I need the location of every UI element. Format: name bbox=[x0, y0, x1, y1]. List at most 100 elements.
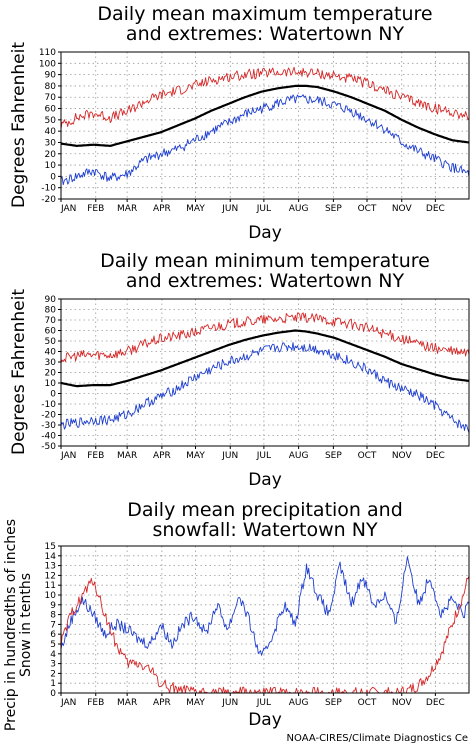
chart-2-x-tick-label: NOV bbox=[392, 451, 413, 461]
chart-1-y-tick-label: 50 bbox=[45, 116, 57, 126]
chart-1-series-lower bbox=[60, 94, 470, 186]
chart-2-y-tick-label: -50 bbox=[41, 442, 56, 452]
chart-1-y-tick-label: 30 bbox=[45, 138, 57, 148]
chart-3-y-tick-label: 9 bbox=[50, 601, 56, 611]
chart-3-y-axis-label-1: Precip in hundredths of inches bbox=[3, 519, 19, 731]
chart-2-x-tick-label: SEP bbox=[325, 451, 342, 461]
chart-1-x-tick-label: OCT bbox=[358, 204, 377, 214]
chart-3-x-tick-label: APR bbox=[153, 698, 171, 708]
chart-3-x-tick-label: AUG bbox=[289, 698, 309, 708]
chart-3-plot-area bbox=[61, 546, 469, 693]
chart-2-x-tick-label: MAR bbox=[117, 451, 137, 461]
credit-text: NOAA-CIRES/Climate Diagnostics Ce bbox=[287, 733, 468, 744]
chart-3-y-tick-label: 3 bbox=[50, 660, 56, 670]
chart-3-x-tick-label: OCT bbox=[358, 698, 377, 708]
chart-1-y-tick-label: 100 bbox=[39, 59, 56, 69]
chart-2-x-axis-label: Day bbox=[248, 470, 282, 490]
chart-2-y-tick-label: 10 bbox=[45, 379, 57, 389]
chart-3-series-precip bbox=[60, 556, 470, 656]
chart-1-x-tick-label: FEB bbox=[87, 204, 104, 214]
chart-1-x-tick-label: JUN bbox=[221, 204, 238, 214]
chart-3-y-tick-label: 8 bbox=[50, 611, 56, 621]
chart-1-title-line-2: and extremes: Watertown NY bbox=[126, 23, 405, 45]
chart-3-y-tick-label: 7 bbox=[50, 620, 56, 630]
chart-1-x-tick-label: JUL bbox=[256, 204, 271, 214]
chart-1-y-tick-label: 70 bbox=[45, 93, 57, 103]
chart-2-y-tick-label: 70 bbox=[45, 316, 57, 326]
chart-2-y-tick-label: 50 bbox=[45, 337, 57, 347]
chart-3-y-tick-label: 10 bbox=[45, 591, 57, 601]
chart-1-y-axis-label-1: Degrees Fahrenheit bbox=[9, 42, 29, 208]
chart-2-y-tick-label: 60 bbox=[45, 327, 57, 337]
chart-3-x-tick-label: JUL bbox=[256, 698, 271, 708]
chart-2-y-tick-label: -40 bbox=[41, 432, 56, 442]
chart-2-x-tick-label: AUG bbox=[289, 451, 309, 461]
chart-1-x-tick-label: AUG bbox=[289, 204, 309, 214]
chart-3-y-tick-label: 4 bbox=[50, 650, 56, 660]
chart-2-x-tick-label: JUL bbox=[256, 451, 271, 461]
chart-3-y-tick-label: 6 bbox=[50, 630, 56, 640]
chart-3-y-tick-label: 14 bbox=[45, 552, 57, 562]
chart-1-x-tick-label: MAR bbox=[117, 204, 137, 214]
chart-2-title-line-2: and extremes: Watertown NY bbox=[126, 270, 405, 292]
chart-3-y-tick-label: 15 bbox=[45, 542, 56, 552]
chart-1-y-tick-label: -10 bbox=[41, 184, 56, 194]
chart-2-frame bbox=[60, 298, 470, 447]
chart-3-x-tick-label: DEC bbox=[426, 698, 445, 708]
chart-2-x-tick-label: MAY bbox=[186, 451, 205, 461]
chart-1-y-tick-label: 80 bbox=[45, 82, 57, 92]
chart-3-y-axis-label-2: Snow in tenths bbox=[18, 573, 34, 677]
chart-3-x-tick-label: NOV bbox=[392, 698, 413, 708]
chart-3-x-tick-label: JAN bbox=[60, 698, 76, 708]
chart-3-title-line-1: Daily mean precipitation and bbox=[127, 499, 403, 521]
chart-2-y-axis-label-1: Degrees Fahrenheit bbox=[9, 289, 29, 455]
chart-1-y-tick-label: 110 bbox=[39, 48, 56, 58]
chart-2-series-upper bbox=[60, 312, 470, 363]
chart-2-x-tick-label: FEB bbox=[87, 451, 104, 461]
chart-2-x-tick-label: APR bbox=[153, 451, 171, 461]
chart-3-y-tick-label: 0 bbox=[50, 689, 56, 699]
chart-1-y-tick-label: 10 bbox=[45, 161, 57, 171]
chart-3-x-tick-label: SEP bbox=[325, 698, 342, 708]
chart-1-x-tick-label: MAY bbox=[186, 204, 205, 214]
chart-1-frame bbox=[60, 51, 470, 200]
chart-1-y-tick-label: 0 bbox=[50, 172, 56, 182]
chart-2-series-lower bbox=[60, 342, 470, 433]
chart-1-y-tick-label: 20 bbox=[45, 150, 57, 160]
chart-2-y-tick-label: 30 bbox=[45, 358, 57, 368]
chart-2-x-tick-label: JAN bbox=[60, 451, 76, 461]
chart-2-y-tick-label: 0 bbox=[50, 390, 56, 400]
chart-1-series-upper bbox=[60, 66, 470, 129]
chart-1-x-tick-label: NOV bbox=[392, 204, 413, 214]
chart-3-y-tick-label: 12 bbox=[45, 571, 56, 581]
chart-3-y-tick-label: 13 bbox=[45, 562, 56, 572]
chart-1-x-tick-label: APR bbox=[153, 204, 171, 214]
chart-2-title-line-1: Daily mean minimum temperature bbox=[100, 250, 430, 272]
chart-3-x-tick-label: JUN bbox=[221, 698, 238, 708]
chart-3-x-tick-label: FEB bbox=[87, 698, 104, 708]
chart-3-y-tick-label: 1 bbox=[50, 679, 56, 689]
chart-1-x-tick-label: SEP bbox=[325, 204, 342, 214]
chart-1-y-tick-label: 60 bbox=[45, 105, 57, 115]
chart-3-frame bbox=[60, 545, 470, 694]
chart-1-y-tick-label: 40 bbox=[45, 127, 57, 137]
chart-2-y-tick-label: 20 bbox=[45, 369, 57, 379]
chart-2-y-tick-label: -20 bbox=[41, 411, 56, 421]
chart-2-x-tick-label: DEC bbox=[426, 451, 445, 461]
chart-1-title-line-1: Daily mean maximum temperature bbox=[97, 3, 432, 25]
chart-2-y-tick-label: -30 bbox=[41, 421, 56, 431]
chart-2-series-mean bbox=[60, 329, 470, 388]
chart-2-y-tick-label: 80 bbox=[45, 306, 57, 316]
chart-3-x-tick-label: MAY bbox=[186, 698, 205, 708]
chart-2-x-tick-label: JUN bbox=[221, 451, 238, 461]
chart-1-plot-area bbox=[61, 52, 469, 199]
chart-3-title-line-2: snowfall: Watertown NY bbox=[152, 519, 378, 541]
chart-2-x-tick-label: OCT bbox=[358, 451, 377, 461]
chart-2-y-tick-label: 90 bbox=[45, 295, 57, 305]
chart-3-y-tick-label: 2 bbox=[50, 669, 56, 679]
chart-1-y-tick-label: -20 bbox=[41, 195, 56, 205]
chart-1-x-tick-label: DEC bbox=[426, 204, 445, 214]
chart-2-y-tick-label: -10 bbox=[41, 400, 56, 410]
chart-1-x-tick-label: JAN bbox=[60, 204, 76, 214]
